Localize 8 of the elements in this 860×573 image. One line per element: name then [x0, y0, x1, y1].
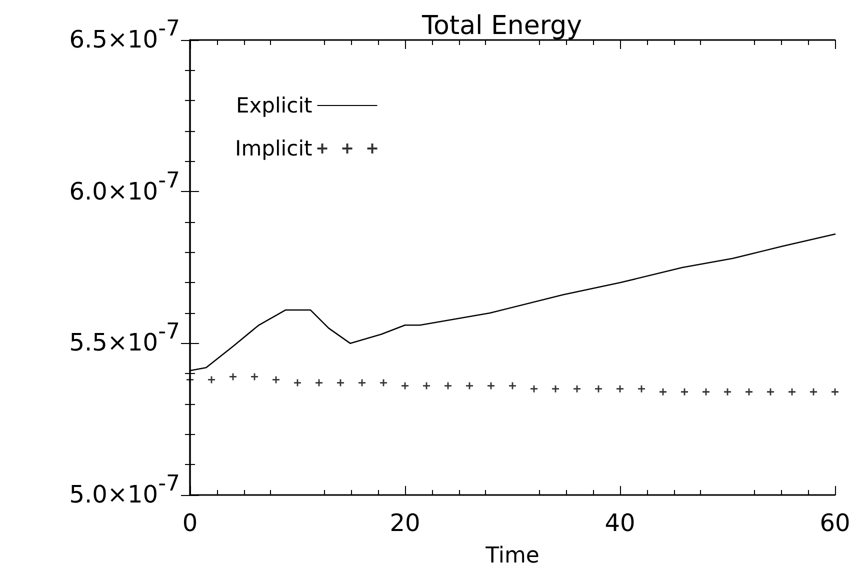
x-tick-label: 60 [820, 509, 850, 537]
x-axis-title: Time [484, 544, 540, 568]
x-tick-label: 0 [182, 509, 198, 537]
legend-label: Implicit [235, 136, 312, 160]
x-tick-label: 40 [604, 509, 636, 537]
legend-label: Explicit [236, 94, 312, 118]
x-tick-label: 20 [390, 509, 420, 537]
chart-title: Total Energy [420, 11, 582, 41]
